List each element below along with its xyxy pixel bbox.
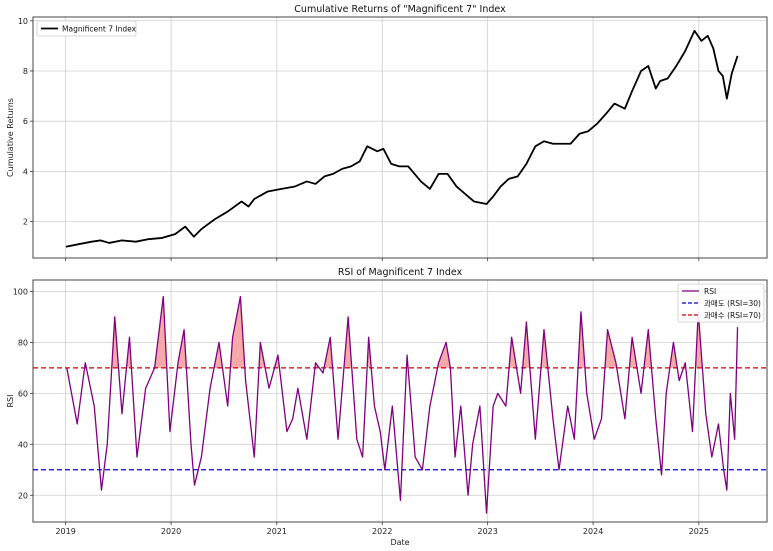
legend-label: RSI: [704, 287, 716, 296]
cumulative-returns-line: [65, 29, 739, 248]
x-tick-label: 2019: [55, 527, 75, 536]
y-tick-label: 40: [18, 440, 28, 449]
x-tick-label: 2022: [372, 527, 392, 536]
legend-label: Magnificent 7 Index: [62, 25, 137, 34]
y-tick-label: 10: [18, 17, 28, 26]
overbought-area: [111, 316, 119, 368]
x-tick-label: 2021: [267, 527, 287, 536]
plot-frame: [32, 16, 768, 259]
overbought-area: [669, 342, 678, 368]
legend-label: 과매수 (RSI=70): [704, 311, 761, 320]
legend-label: 과매도 (RSI=30): [704, 299, 761, 308]
y-tick-label: 60: [18, 389, 28, 398]
overbought-area: [695, 311, 703, 368]
y-tick-label: 4: [23, 167, 28, 176]
overbought-area: [629, 337, 637, 368]
overbought-area: [540, 329, 548, 368]
overbought-area: [643, 329, 652, 368]
overbought-area: [578, 311, 585, 368]
y-tick-label: 8: [23, 67, 28, 76]
x-tick-label: 2024: [583, 527, 603, 536]
y-axis-label: RSI: [6, 395, 15, 408]
overbought-area: [522, 322, 530, 368]
legend-box: [36, 20, 137, 37]
y-tick-label: 100: [13, 287, 28, 296]
rsi-line: [66, 295, 739, 514]
x-tick-label: 2020: [161, 527, 181, 536]
chart-title: RSI of Magnificent 7 Index: [338, 267, 463, 278]
overbought-area: [604, 329, 617, 368]
legend-box: [677, 283, 765, 323]
x-tick-label: 2023: [477, 527, 497, 536]
y-tick-label: 20: [18, 491, 28, 500]
overbought-area: [343, 316, 352, 368]
overbought-area: [214, 342, 223, 368]
x-axis-label: Date: [390, 538, 409, 547]
y-axis-label: Cumulative Returns: [6, 98, 15, 177]
y-tick-label: 80: [18, 338, 28, 347]
overbought-area: [437, 342, 451, 368]
y-tick-label: 6: [23, 117, 28, 126]
plot-frame: [32, 279, 768, 523]
chart-title: Cumulative Returns of "Magnificent 7" In…: [294, 4, 506, 15]
y-tick-label: 2: [23, 218, 28, 227]
x-tick-label: 2025: [689, 527, 709, 536]
